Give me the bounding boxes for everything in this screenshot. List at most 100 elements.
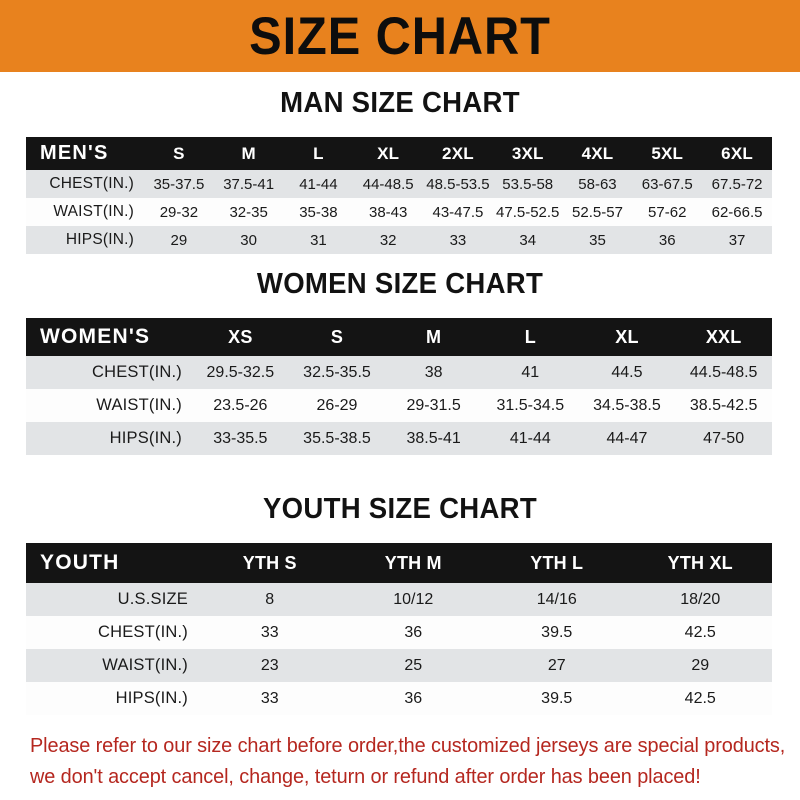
column-header-yth-xl: YTH XL — [667, 552, 733, 573]
cell: 35 — [589, 231, 606, 249]
column-header-6xl: 6XL — [721, 143, 753, 163]
table-row: CHEST(IN.) 35-37.5 37.5-41 41-44 44-48.5… — [26, 170, 772, 198]
banner: SIZE CHART — [0, 0, 800, 72]
cell: 29.5-32.5 — [206, 363, 275, 381]
men-row-header-label: MEN'S — [40, 142, 109, 164]
table-row: U.S.SIZE 8 10/12 14/16 18/20 — [26, 583, 772, 616]
row-label-waist: WAIST(IN.) — [96, 396, 182, 414]
column-header-yth-l: YTH L — [530, 552, 584, 573]
cell: 32-35 — [229, 203, 268, 221]
cell: 36 — [404, 623, 423, 641]
row-label-waist: WAIST(IN.) — [102, 656, 188, 674]
cell: 29 — [691, 656, 710, 674]
cell: 33-35.5 — [213, 429, 268, 447]
cell: 8 — [265, 590, 275, 608]
cell: 23.5-26 — [213, 396, 268, 414]
cell: 58-63 — [578, 175, 617, 193]
cell: 36 — [658, 231, 676, 249]
table-row: CHEST(IN.) 29.5-32.5 32.5-35.5 38 41 44.… — [26, 356, 772, 389]
cell: 31.5-34.5 — [496, 396, 565, 414]
cell: 23 — [260, 656, 279, 674]
men-size-table: MEN'S S M L XL 2XL 3XL 4XL 5XL 6XL CHEST… — [26, 137, 772, 254]
table-row: WAIST(IN.) 23.5-26 26-29 29-31.5 31.5-34… — [26, 389, 772, 422]
column-header-s: S — [330, 326, 344, 347]
column-header-3xl: 3XL — [511, 143, 544, 163]
table-row: WAIST(IN.) 29-32 32-35 35-38 38-43 43-47… — [26, 198, 772, 226]
youth-row-header-label: YOUTH — [40, 551, 120, 574]
cell: 30 — [240, 231, 257, 249]
cell: 57-62 — [648, 203, 687, 221]
cell: 44.5 — [611, 363, 643, 381]
footer-note: Please refer to our size chart before or… — [30, 730, 786, 792]
cell: 47-50 — [703, 429, 745, 447]
cell: 42.5 — [684, 623, 716, 641]
column-header-5xl: 5XL — [651, 143, 684, 163]
cell: 41-44 — [299, 175, 338, 193]
cell: 53.5-58 — [502, 175, 554, 193]
cell: 29-31.5 — [406, 396, 461, 414]
column-header-4xl: 4XL — [581, 143, 614, 163]
cell: 41 — [521, 363, 540, 381]
cell: 67.5-72 — [711, 175, 763, 193]
cell: 33 — [449, 231, 467, 249]
women-row-header-label: WOMEN'S — [40, 325, 151, 348]
man-section-title: MAN SIZE CHART — [280, 87, 520, 119]
footer-note-line-1: Please refer to our size chart before or… — [30, 734, 786, 757]
row-label-us-size: U.S.SIZE — [117, 590, 188, 608]
column-header-s: S — [173, 143, 185, 163]
table-row: HIPS(IN.) 29 30 31 32 33 34 35 36 37 — [26, 226, 772, 254]
cell: 44-48.5 — [362, 175, 414, 193]
row-label-chest: CHEST(IN.) — [49, 175, 134, 192]
table-header-row: WOMEN'S XS S M L XL XXL — [26, 318, 772, 356]
cell: 37.5-41 — [223, 175, 275, 193]
cell: 41-44 — [509, 429, 551, 447]
cell: 33 — [260, 689, 279, 707]
cell: 38-43 — [368, 203, 408, 221]
cell: 32 — [379, 231, 397, 249]
table-row: CHEST(IN.) 33 36 39.5 42.5 — [26, 616, 772, 649]
cell: 47.5-52.5 — [496, 203, 560, 221]
cell: 27 — [547, 656, 566, 674]
cell: 36 — [404, 689, 423, 707]
row-label-waist: WAIST(IN.) — [53, 203, 134, 220]
column-header-m: M — [426, 326, 442, 347]
cell: 52.5-57 — [572, 203, 623, 221]
cell: 44.5-48.5 — [689, 363, 758, 381]
cell: 42.5 — [684, 689, 716, 707]
cell: 38.5-41 — [406, 429, 461, 447]
column-header-yth-s: YTH S — [242, 552, 297, 573]
cell: 18/20 — [680, 590, 721, 608]
cell: 32.5-35.5 — [303, 363, 371, 381]
footer-note-line-2: we don't accept cancel, change, teturn o… — [30, 765, 701, 788]
row-label-chest: CHEST(IN.) — [98, 623, 188, 641]
column-header-xl: XL — [377, 143, 400, 163]
cell: 62-66.5 — [711, 203, 763, 221]
row-label-chest: CHEST(IN.) — [92, 363, 182, 381]
cell: 33 — [260, 623, 279, 641]
row-label-hips: HIPS(IN.) — [65, 231, 134, 248]
cell: 35.5-38.5 — [303, 429, 371, 447]
cell: 34 — [519, 231, 537, 249]
column-header-xs: XS — [228, 326, 253, 347]
cell: 35-38 — [299, 203, 338, 221]
cell: 10/12 — [393, 590, 434, 608]
banner-title: SIZE CHART — [249, 6, 551, 66]
cell: 44-47 — [606, 429, 648, 447]
cell: 38.5-42.5 — [689, 396, 758, 414]
column-header-xxl: XXL — [705, 326, 742, 347]
column-header-m: M — [241, 143, 256, 163]
cell: 29-32 — [159, 203, 199, 221]
cell: 29 — [170, 231, 188, 249]
column-header-xl: XL — [615, 326, 639, 347]
cell: 39.5 — [541, 689, 573, 707]
cell: 25 — [404, 656, 423, 674]
cell: 35-37.5 — [153, 175, 205, 193]
table-row: WAIST(IN.) 23 25 27 29 — [26, 649, 772, 682]
women-section-title: WOMEN SIZE CHART — [256, 268, 544, 300]
cell: 63-67.5 — [641, 175, 693, 193]
table-row: HIPS(IN.) 33 36 39.5 42.5 — [26, 682, 772, 715]
column-header-2xl: 2XL — [442, 143, 474, 163]
row-label-hips: HIPS(IN.) — [115, 689, 188, 707]
table-header-row: MEN'S S M L XL 2XL 3XL 4XL 5XL 6XL — [26, 137, 772, 170]
